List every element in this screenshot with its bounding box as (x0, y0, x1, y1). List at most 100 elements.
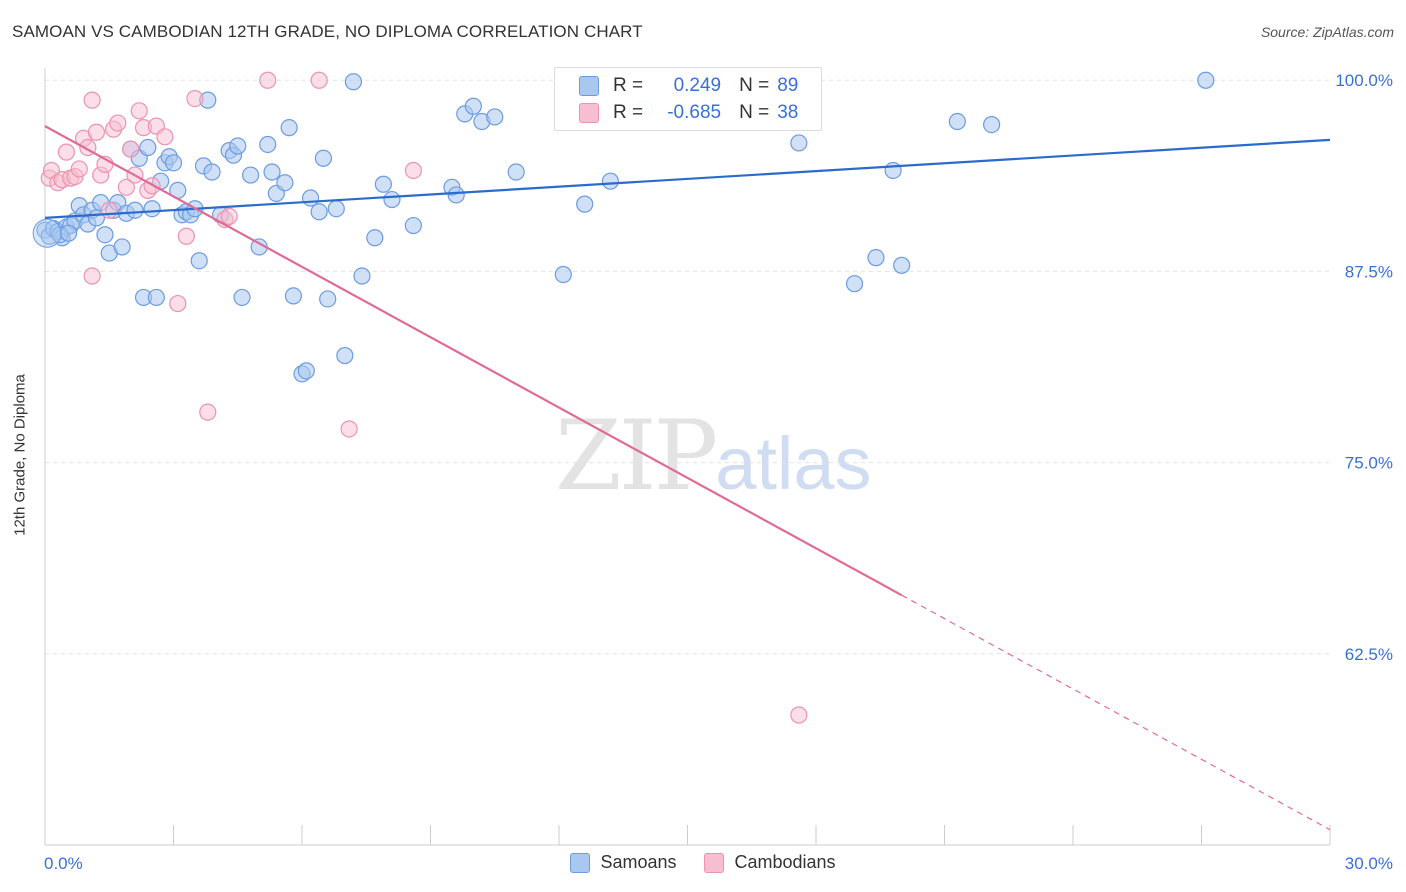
samoans-point (147, 288, 165, 307)
samoans-point (867, 249, 885, 267)
cambodians-n-value: 38 (777, 102, 799, 123)
watermark-zip: ZIP (555, 400, 718, 512)
samoans-point (242, 166, 260, 184)
samoans-legend-label: Samoans (600, 852, 677, 872)
samoans-point (233, 288, 251, 307)
samoans-r-value: 0.249 (673, 75, 722, 96)
samoans-swatch (579, 76, 599, 96)
cambodians-point (199, 403, 217, 421)
cambodians-point (83, 267, 101, 285)
legend-row-samoans: R = 0.249 N = 89 (579, 74, 798, 98)
samoans-point (554, 265, 572, 284)
y-tick-label: 87.5% (1345, 262, 1393, 281)
legend-row-cambodians: R = -0.685 N = 38 (579, 101, 798, 125)
samoans-point (284, 287, 303, 305)
samoans-point (601, 172, 620, 190)
cambodians-legend-swatch (704, 852, 725, 873)
cambodians-n-label: N = (739, 102, 770, 123)
cambodians-point (310, 71, 328, 89)
cambodians-point (259, 71, 277, 89)
cambodians-point (87, 123, 106, 141)
cambodians-r-value: -0.685 (667, 102, 722, 123)
samoans-point (126, 201, 144, 219)
samoans-point (190, 252, 208, 270)
cambodians-point (790, 706, 808, 724)
samoans-point (96, 226, 114, 244)
samoans-point (464, 97, 482, 115)
samoans-point (59, 224, 78, 242)
samoans-point (32, 218, 62, 248)
samoans-point (336, 346, 354, 365)
samoans-point (374, 175, 392, 193)
samoans-point (164, 154, 183, 172)
samoans-point (113, 238, 131, 256)
cambodians-legend-label: Cambodians (734, 852, 836, 872)
cambodians-trend-line (44, 125, 903, 597)
samoans-point (948, 112, 966, 131)
samoans-point (310, 203, 328, 221)
samoans-trend-line (44, 138, 1331, 219)
samoans-point (845, 275, 864, 293)
samoans-point (884, 161, 902, 180)
legend-item-samoans[interactable]: Samoans (570, 852, 676, 873)
samoans-point (983, 115, 1001, 134)
samoans-point (893, 256, 911, 274)
samoans-point (229, 137, 247, 155)
cambodians-point (177, 227, 195, 245)
samoans-r-label: R = (613, 75, 644, 96)
samoans-point (143, 200, 161, 218)
cambodians-point (220, 207, 238, 225)
samoans-point (276, 174, 294, 192)
cambodians-point (169, 294, 187, 313)
cambodians-trend-extension (901, 594, 1331, 831)
legend-item-cambodians[interactable]: Cambodians (704, 852, 836, 873)
samoans-point (263, 163, 281, 181)
samoans-point (1197, 71, 1215, 89)
stats-legend: R = 0.249 N = 89 R = -0.685 N = 38 (554, 67, 822, 131)
cambodians-point (57, 143, 76, 161)
samoans-point (344, 73, 362, 91)
cambodians-point (340, 420, 358, 438)
samoans-point (353, 267, 371, 285)
cambodians-point (70, 160, 88, 178)
samoans-n-label: N = (739, 75, 770, 96)
samoans-point (790, 134, 808, 152)
cambodians-point (117, 178, 135, 196)
samoans-point (280, 119, 298, 137)
samoans-point (327, 200, 345, 218)
cambodians-point (109, 114, 127, 132)
samoans-point (314, 149, 333, 167)
chart-title: SAMOAN VS CAMBODIAN 12TH GRADE, NO DIPLO… (12, 22, 643, 41)
samoans-point (366, 229, 384, 247)
y-tick-label: 75.0% (1345, 454, 1393, 473)
cambodians-point (83, 91, 101, 109)
series-legend: Samoans Cambodians (0, 852, 1406, 873)
x-tick-label: 0.0% (44, 854, 83, 873)
cambodians-point (100, 201, 118, 219)
samoans-legend-swatch (570, 852, 591, 873)
samoans-point (447, 186, 465, 204)
watermark-atlas: atlas (715, 422, 872, 505)
chart-source: Source: ZipAtlas.com (1260, 24, 1394, 40)
samoans-point (139, 138, 157, 157)
cambodians-point (186, 89, 204, 108)
cambodians-point (122, 140, 140, 158)
cambodians-swatch (579, 103, 599, 123)
samoans-point (486, 108, 504, 126)
samoans-n-value: 89 (777, 75, 799, 96)
x-tick-label: 30.0% (1345, 854, 1393, 873)
cambodians-r-label: R = (613, 102, 644, 123)
samoans-point (576, 195, 594, 213)
y-tick-label: 62.5% (1345, 645, 1393, 664)
samoans-point (507, 163, 525, 181)
samoans-point (404, 216, 422, 235)
samoans-point (259, 135, 277, 154)
cambodians-point (404, 161, 422, 180)
samoans-point (301, 189, 320, 207)
samoans-point (383, 190, 401, 209)
samoans-point (319, 290, 337, 308)
y-tick-label: 100.0% (1335, 71, 1393, 90)
samoans-point (297, 362, 315, 380)
cambodians-point (156, 128, 174, 146)
